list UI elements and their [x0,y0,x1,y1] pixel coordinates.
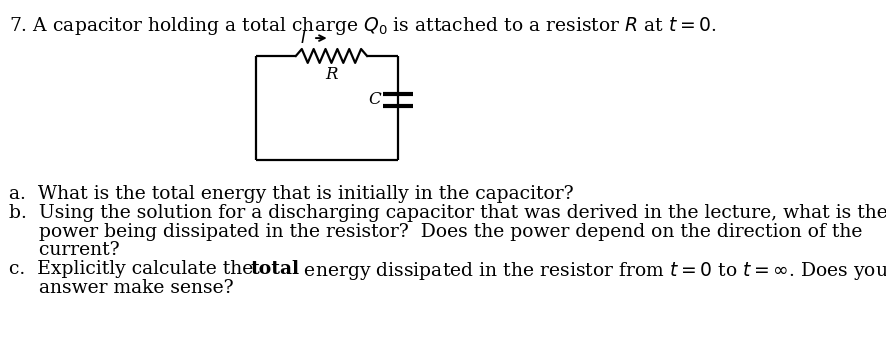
Text: total: total [251,260,299,278]
Text: $I$: $I$ [299,30,306,47]
Text: R: R [325,66,338,83]
Text: c.  Explicitly calculate the: c. Explicitly calculate the [9,260,259,278]
Text: answer make sense?: answer make sense? [9,279,233,297]
Text: 7. A capacitor holding a total charge $Q_0$ is attached to a resistor $R$ at $t : 7. A capacitor holding a total charge $Q… [9,15,716,37]
Text: C: C [368,91,381,108]
Text: current?: current? [9,241,120,259]
Text: b.  Using the solution for a discharging capacitor that was derived in the lectu: b. Using the solution for a discharging … [9,204,886,222]
Text: energy dissipated in the resistor from $t = 0$ to $t = \infty$. Does your: energy dissipated in the resistor from $… [298,260,886,282]
Text: power being dissipated in the resistor?  Does the power depend on the direction : power being dissipated in the resistor? … [9,223,861,240]
Text: a.  What is the total energy that is initially in the capacitor?: a. What is the total energy that is init… [9,185,573,203]
